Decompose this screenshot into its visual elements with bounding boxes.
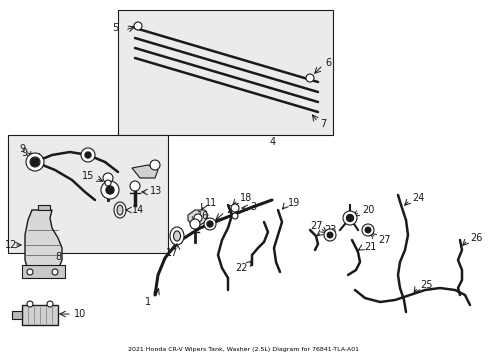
Circle shape	[206, 221, 213, 227]
Ellipse shape	[173, 231, 180, 241]
Circle shape	[194, 214, 202, 222]
Circle shape	[324, 229, 335, 241]
Text: 2: 2	[225, 205, 232, 215]
Circle shape	[26, 153, 44, 171]
Polygon shape	[22, 265, 65, 278]
Text: 17: 17	[165, 248, 178, 258]
Circle shape	[27, 301, 33, 307]
Circle shape	[130, 181, 140, 191]
Text: 9: 9	[19, 144, 25, 154]
Text: 9: 9	[22, 148, 28, 158]
Circle shape	[365, 227, 370, 233]
Circle shape	[27, 269, 33, 275]
Circle shape	[85, 152, 91, 158]
Text: 15: 15	[82, 171, 94, 181]
Circle shape	[326, 232, 332, 238]
Circle shape	[134, 22, 142, 30]
Circle shape	[81, 148, 95, 162]
Circle shape	[52, 269, 58, 275]
Text: 3: 3	[249, 202, 256, 212]
Circle shape	[231, 213, 238, 219]
Bar	[8, 135, 168, 253]
Circle shape	[346, 215, 353, 221]
Text: 11: 11	[204, 198, 217, 208]
Text: 25: 25	[419, 280, 431, 290]
Text: 27: 27	[377, 235, 390, 245]
Polygon shape	[12, 311, 22, 319]
Text: 5: 5	[112, 23, 118, 33]
Circle shape	[150, 160, 160, 170]
Circle shape	[361, 224, 373, 236]
Text: 8: 8	[55, 252, 61, 262]
Text: 26: 26	[469, 233, 481, 243]
Text: 2021 Honda CR-V Wipers Tank, Washer (2.5L) Diagram for 76841-TLA-A01: 2021 Honda CR-V Wipers Tank, Washer (2.5…	[128, 347, 359, 352]
Text: 14: 14	[132, 205, 144, 215]
Bar	[118, 10, 332, 135]
Polygon shape	[22, 305, 58, 325]
Circle shape	[230, 204, 239, 212]
Circle shape	[30, 157, 40, 167]
Ellipse shape	[170, 227, 183, 245]
Circle shape	[47, 301, 53, 307]
Text: 27: 27	[309, 221, 322, 231]
Circle shape	[342, 211, 356, 225]
Text: 12: 12	[5, 240, 18, 250]
Text: 22: 22	[235, 263, 248, 273]
Ellipse shape	[117, 205, 123, 215]
Text: 10: 10	[74, 309, 86, 319]
Text: 23: 23	[324, 225, 336, 235]
Circle shape	[31, 158, 39, 166]
Text: 4: 4	[269, 137, 276, 147]
Circle shape	[106, 186, 114, 194]
Text: 16: 16	[197, 211, 209, 221]
Circle shape	[33, 160, 37, 164]
Text: 20: 20	[361, 205, 374, 215]
Text: 18: 18	[240, 193, 252, 203]
Polygon shape	[187, 210, 207, 225]
Circle shape	[203, 218, 216, 230]
Text: 21: 21	[363, 242, 376, 252]
Circle shape	[105, 180, 111, 186]
Text: 6: 6	[325, 58, 330, 68]
Polygon shape	[132, 165, 158, 178]
Circle shape	[103, 173, 113, 183]
Circle shape	[190, 219, 200, 229]
Circle shape	[101, 181, 119, 199]
Circle shape	[305, 74, 313, 82]
Polygon shape	[25, 210, 62, 275]
Text: 7: 7	[319, 119, 325, 129]
Text: 19: 19	[287, 198, 300, 208]
Text: 24: 24	[411, 193, 424, 203]
Text: 1: 1	[144, 297, 151, 307]
Ellipse shape	[114, 202, 126, 218]
Text: 13: 13	[150, 186, 162, 196]
Polygon shape	[38, 205, 50, 210]
